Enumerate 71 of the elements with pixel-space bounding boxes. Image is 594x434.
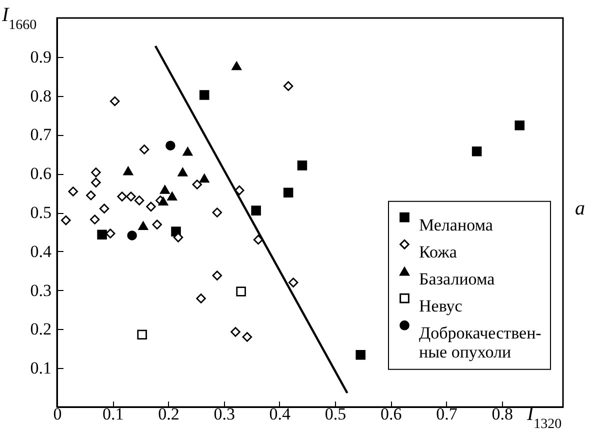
legend-label: Невус	[419, 296, 463, 316]
point	[356, 350, 366, 360]
point	[160, 185, 170, 194]
point	[138, 221, 148, 230]
point	[192, 180, 202, 190]
point	[152, 220, 162, 230]
point	[199, 90, 210, 100]
point	[123, 166, 134, 176]
y-tick-label: 0.6	[30, 164, 52, 184]
point	[91, 178, 101, 188]
point	[283, 188, 294, 198]
x-tick-label: 0.8	[492, 404, 513, 424]
point	[297, 160, 308, 170]
y-axis-title: I$_{1660}$	[1, 4, 37, 32]
y-tick-label: 0.1	[30, 358, 52, 378]
x-tick-label: 0.3	[214, 404, 235, 424]
point	[230, 327, 240, 337]
x-tick-label: 0	[53, 404, 62, 424]
text: a	[575, 198, 585, 220]
point	[91, 168, 101, 178]
y-tick-label: 0.8	[30, 86, 52, 106]
point	[139, 144, 150, 154]
point	[236, 286, 246, 296]
x-tick-label: 0.4	[269, 404, 292, 424]
point	[288, 278, 298, 288]
y-tick-label: 0.4	[30, 242, 52, 261]
point	[99, 204, 110, 214]
point	[68, 186, 78, 196]
point	[61, 215, 71, 226]
point	[117, 192, 127, 202]
point	[126, 192, 136, 202]
x-tick-label: 0.1	[102, 404, 124, 424]
y-tick-label: 0.9	[30, 47, 52, 66]
legend-label: Кожа	[419, 242, 458, 262]
point	[167, 192, 177, 200]
point	[146, 202, 156, 212]
legend-label: Базалиома	[419, 269, 496, 288]
point	[251, 206, 261, 216]
point	[182, 147, 193, 156]
point	[166, 140, 176, 150]
point	[283, 81, 294, 91]
y-tick-label: 0.3	[30, 280, 52, 300]
point	[97, 230, 107, 240]
x-tick-label: 0.7	[436, 404, 458, 424]
point	[105, 228, 116, 238]
point	[196, 294, 206, 304]
point	[158, 196, 168, 206]
point	[127, 230, 137, 240]
legend-label: Доброкачествен- ные опухоли	[419, 323, 542, 362]
point	[110, 96, 120, 106]
point	[242, 332, 252, 342]
point	[173, 232, 184, 242]
x-tick-label: 0.2	[158, 404, 180, 424]
point	[212, 208, 222, 218]
point	[199, 174, 210, 183]
point	[472, 146, 482, 156]
point	[253, 234, 264, 245]
x-tick-label: 0.5	[324, 404, 346, 424]
point	[212, 270, 222, 280]
legend-label: Меланома	[419, 215, 494, 234]
point	[178, 168, 188, 176]
point	[86, 190, 96, 200]
x-tick-label: 0.6	[380, 404, 402, 424]
y-tick-label: 0.7	[30, 125, 52, 144]
point	[514, 120, 525, 130]
point	[90, 214, 100, 224]
point	[137, 330, 147, 340]
point	[232, 62, 242, 70]
y-tick-label: 0.5	[30, 203, 52, 222]
y-tick-label: 0.2	[30, 320, 52, 339]
point	[134, 196, 144, 206]
